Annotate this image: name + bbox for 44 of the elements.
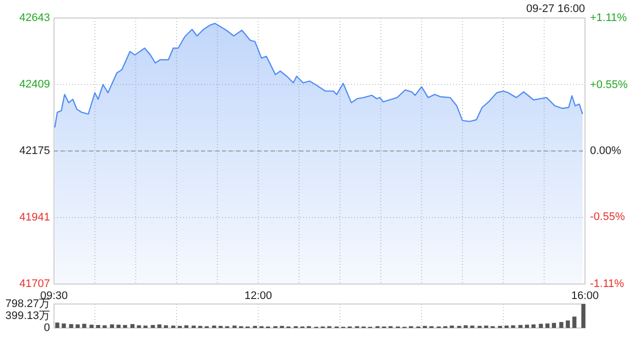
y-tick-label: 399.13万 [5, 310, 50, 322]
bar [102, 325, 107, 328]
bar [531, 324, 536, 328]
bar [572, 316, 576, 328]
bar [164, 325, 168, 328]
y2-tick-label: -0.55% [590, 210, 626, 223]
bar [82, 324, 86, 328]
y2-tick-label: +0.55% [590, 79, 628, 92]
y-tick-label: 41707 [19, 278, 50, 290]
bar [511, 325, 516, 328]
bar [123, 324, 128, 328]
x-tick-label: 12:00 [244, 290, 272, 302]
bar [157, 324, 162, 328]
bar [96, 324, 100, 328]
bar [566, 320, 570, 328]
bar [538, 324, 543, 328]
y2-tick-label: 0.00% [590, 144, 622, 157]
y2-tick-label: -1.11% [590, 278, 624, 290]
bar [62, 323, 66, 328]
x-tick-label: 16:00 [571, 290, 599, 302]
text: 09-27 16:00 [526, 2, 585, 15]
bar [464, 325, 468, 328]
bar [581, 304, 586, 328]
y-tick-label: 0 [44, 322, 50, 334]
bar [552, 322, 556, 328]
bar [150, 324, 155, 328]
bar [116, 324, 121, 328]
bar [76, 324, 80, 328]
bar [69, 324, 74, 328]
bar [90, 324, 94, 328]
bar [545, 323, 550, 328]
y-tick-label: 42643 [19, 12, 50, 24]
bar [110, 324, 114, 328]
bar [136, 325, 142, 328]
y-tick-label: 41941 [19, 211, 50, 224]
y2-tick-label: +1.11% [590, 12, 628, 24]
bar [559, 322, 564, 328]
bar [55, 322, 60, 328]
bar [518, 324, 523, 328]
bar [130, 324, 134, 328]
bar [524, 324, 530, 328]
y-tick-label: 42409 [19, 78, 50, 90]
y-tick-label: 42175 [19, 144, 50, 157]
bar [184, 325, 188, 328]
